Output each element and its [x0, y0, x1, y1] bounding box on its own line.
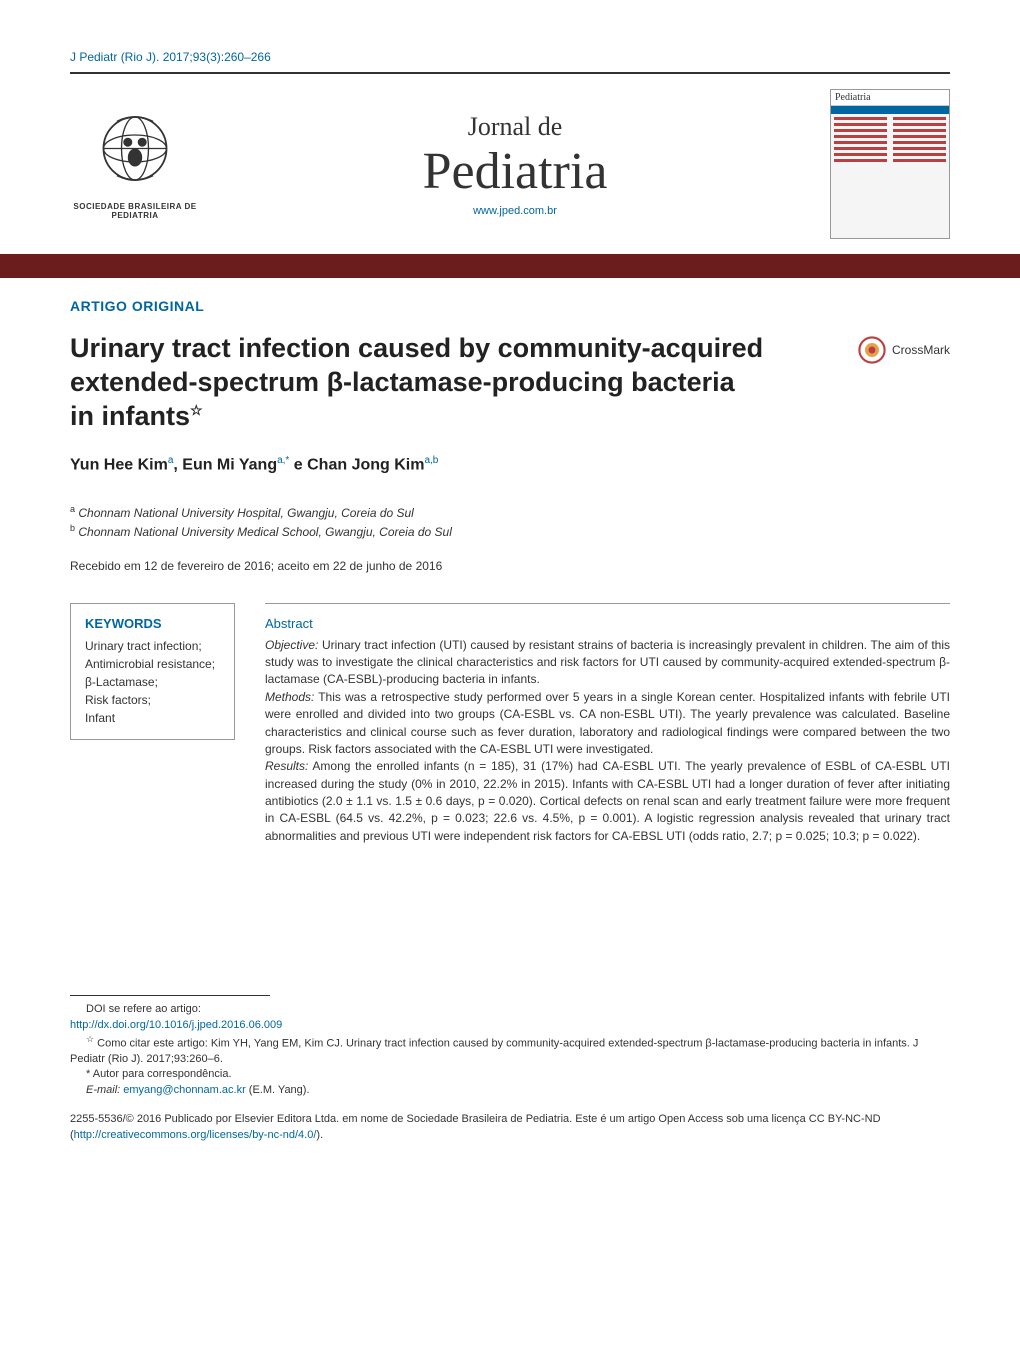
journal-cover-thumbnail: Pediatria [830, 89, 950, 239]
footnote-rule [70, 995, 270, 996]
email-suffix: (E.M. Yang). [246, 1084, 310, 1096]
author-2-affil: a,* [277, 455, 289, 466]
journal-title: Pediatria [200, 142, 830, 201]
keywords-list: Urinary tract infection; Antimicrobial r… [85, 637, 220, 727]
methods-text: This was a retrospective study performed… [265, 690, 950, 756]
title-line-1: Urinary tract infection caused by commun… [70, 333, 763, 363]
article-dates: Recebido em 12 de fevereiro de 2016; ace… [70, 559, 950, 573]
title-line-3: in infants [70, 401, 190, 431]
methods-label: Methods: [265, 690, 314, 704]
author-3: Chan Jong Kim [307, 457, 424, 474]
affil-a-text: Chonnam National University Hospital, Gw… [75, 506, 414, 520]
results-label: Results: [265, 759, 308, 773]
affil-b-text: Chonnam National University Medical Scho… [75, 525, 452, 539]
author-3-affil: a,b [424, 455, 438, 466]
author-1: Yun Hee Kim [70, 457, 168, 474]
author-1-affil: a [168, 455, 174, 466]
objective-text: Urinary tract infection (UTI) caused by … [265, 638, 950, 687]
society-logo: SOCIEDADE BRASILEIRA DE PEDIATRIA [70, 99, 200, 229]
abstract-block: Abstract Objective: Urinary tract infect… [265, 603, 950, 846]
journal-url[interactable]: www.jped.com.br [200, 205, 830, 217]
keywords-heading: KEYWORDS [85, 616, 220, 631]
article-title: Urinary tract infection caused by commun… [70, 332, 838, 433]
crossmark-badge[interactable]: CrossMark [858, 336, 950, 364]
abstract-heading: Abstract [265, 616, 950, 631]
cover-thumb-title: Pediatria [831, 90, 949, 106]
masthead: SOCIEDADE BRASILEIRA DE PEDIATRIA Jornal… [70, 89, 950, 254]
objective-label: Objective: [265, 638, 318, 652]
maroon-divider-band [0, 254, 1020, 278]
keywords-box: KEYWORDS Urinary tract infection; Antimi… [70, 603, 235, 740]
abstract-text: Objective: Urinary tract infection (UTI)… [265, 637, 950, 846]
header-rule [70, 72, 950, 74]
email-link[interactable]: emyang@chonnam.ac.kr [123, 1084, 245, 1096]
abstract-top-rule [265, 603, 950, 604]
affiliations: a Chonnam National University Hospital, … [70, 503, 950, 541]
society-logo-text: SOCIEDADE BRASILEIRA DE PEDIATRIA [70, 202, 200, 220]
journal-title-block: Jornal de Pediatria www.jped.com.br [200, 112, 830, 217]
header-citation: J Pediatr (Rio J). 2017;93(3):260–266 [70, 50, 950, 64]
doi-link[interactable]: http://dx.doi.org/10.1016/j.jped.2016.06… [70, 1019, 282, 1031]
footnotes: DOI se refere ao artigo: http://dx.doi.o… [70, 995, 950, 1143]
copyright-suffix: ). [316, 1129, 323, 1141]
correspondence-note: * Autor para correspondência. [70, 1067, 950, 1082]
crossmark-text: CrossMark [892, 343, 950, 357]
globe-logo-icon [90, 108, 180, 198]
title-line-2: extended-spectrum β-lactamase-producing … [70, 367, 735, 397]
doi-label: DOI se refere ao artigo: [70, 1002, 950, 1017]
copyright-line: 2255-5536/© 2016 Publicado por Elsevier … [70, 1112, 950, 1143]
results-text: Among the enrolled infants (n = 185), 31… [265, 759, 950, 843]
author-2: Eun Mi Yang [182, 457, 277, 474]
email-label: E-mail: [86, 1084, 123, 1096]
journal-supertitle: Jornal de [200, 112, 830, 142]
cc-link[interactable]: http://creativecommons.org/licenses/by-n… [74, 1129, 317, 1141]
crossmark-icon [858, 336, 886, 364]
article-type-label: ARTIGO ORIGINAL [70, 298, 950, 314]
authors-line: Yun Hee Kima, Eun Mi Yanga,* e Chan Jong… [70, 455, 950, 474]
cite-text: Como citar este artigo: Kim YH, Yang EM,… [70, 1038, 918, 1065]
